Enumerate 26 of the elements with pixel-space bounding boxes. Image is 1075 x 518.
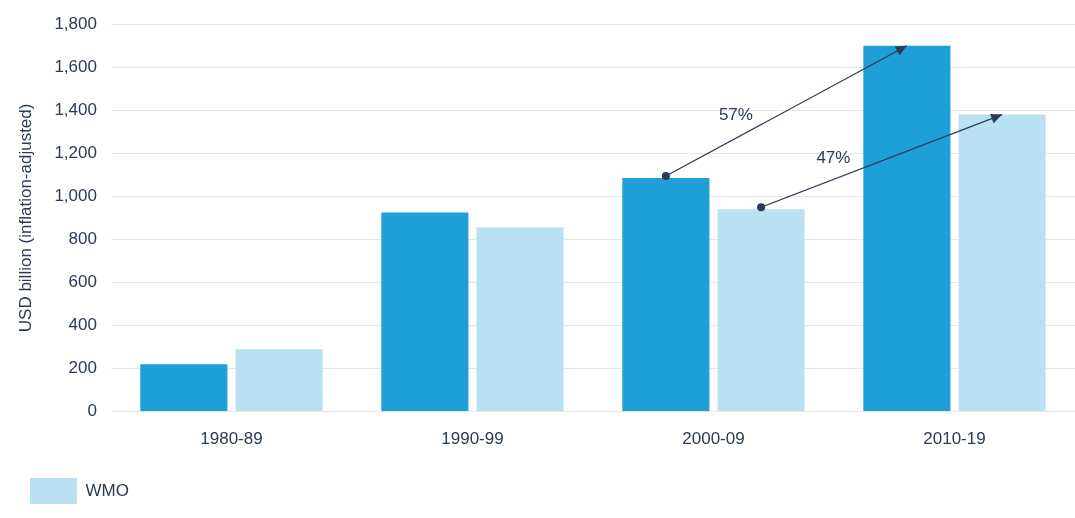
x-tick-label: 1990-99 — [441, 429, 504, 449]
legend-label: WMO — [85, 480, 129, 500]
x-tick-label: 2010-19 — [923, 429, 986, 449]
bar — [235, 349, 323, 412]
bar — [476, 227, 564, 412]
y-axis-title: USD billion (inflation-adjusted) — [15, 103, 35, 333]
y-tick-label: 800 — [68, 229, 97, 249]
y-tick-label: 600 — [68, 272, 97, 292]
bar — [863, 45, 951, 412]
y-tick-label: 1,000 — [54, 186, 97, 206]
x-tick-label: 2000-09 — [682, 429, 745, 449]
bar — [140, 364, 228, 412]
y-tick-label: 400 — [68, 315, 97, 335]
y-tick-label: 1,600 — [54, 56, 97, 76]
x-tick-label: 1980-89 — [200, 429, 263, 449]
y-tick-label: 200 — [68, 358, 97, 378]
y-tick-label: 1,200 — [54, 143, 97, 163]
bar — [717, 209, 805, 412]
annotation: 47% — [816, 147, 851, 167]
bar — [958, 114, 1046, 412]
annotation: 57% — [718, 105, 753, 125]
bar — [381, 212, 469, 412]
y-tick-label: 1,400 — [54, 99, 97, 119]
y-tick-label: 1,800 — [54, 13, 97, 33]
bar — [622, 178, 710, 412]
y-tick-label: 0 — [87, 401, 97, 421]
